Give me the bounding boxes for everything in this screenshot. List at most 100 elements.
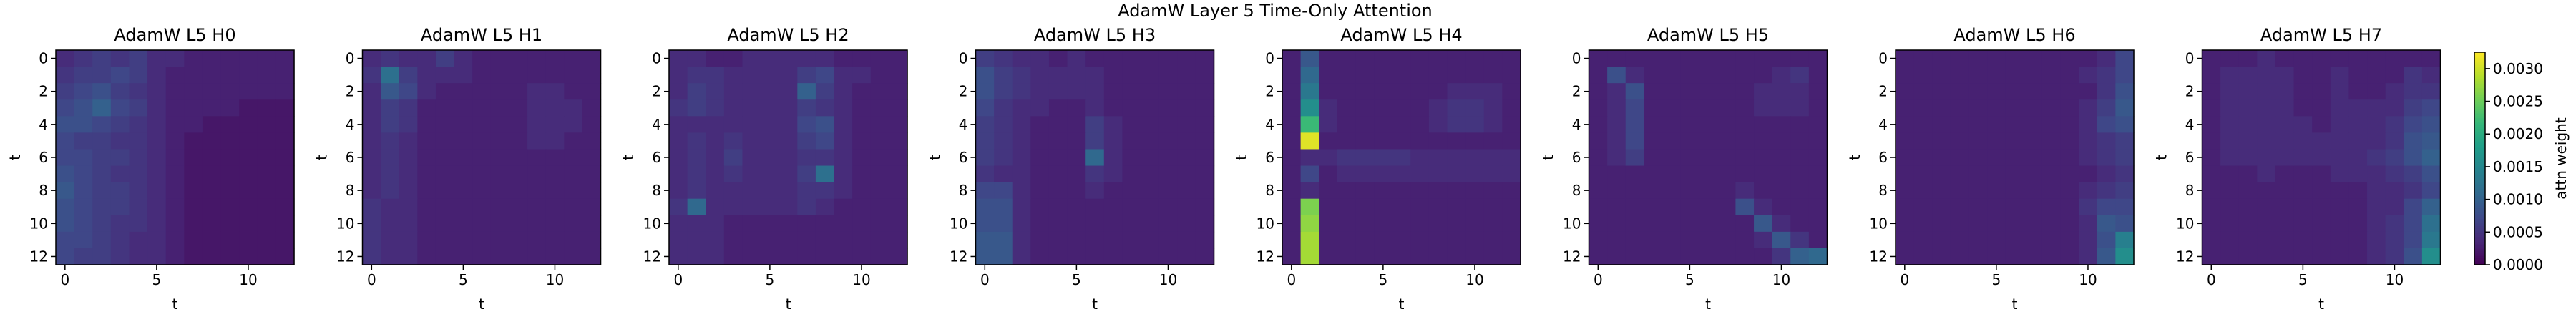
heatmap-cell: [834, 67, 853, 84]
x-tick-label: 0: [673, 271, 683, 288]
heatmap-cell: [994, 83, 1013, 100]
heatmap-cell: [2257, 165, 2276, 183]
colorbar-segment: [2474, 66, 2485, 69]
heatmap-cell: [1644, 248, 1663, 265]
heatmap-cell: [2312, 231, 2331, 249]
heatmap-cell: [1896, 132, 1915, 150]
heatmap-cell: [202, 198, 222, 216]
heatmap-cell: [527, 99, 547, 117]
heatmap-cell: [1589, 165, 1608, 183]
heatmap-cell: [2079, 99, 2098, 117]
heatmap-cell: [454, 50, 473, 67]
heatmap-cell: [184, 83, 203, 100]
heatmap-cell: [852, 231, 872, 249]
heatmap-cell: [1447, 83, 1466, 100]
heatmap-cell: [2293, 165, 2313, 183]
heatmap-cell: [1772, 67, 1791, 84]
heatmap-cell: [1502, 83, 1521, 100]
heatmap-cell: [852, 198, 872, 216]
heatmap-cell: [1808, 83, 1828, 100]
heatmap-cell: [706, 50, 725, 67]
heatmap-cell: [2421, 165, 2441, 183]
heatmap-cell: [1754, 132, 1773, 150]
heatmap-cell: [1699, 132, 1718, 150]
heatmap-cell: [1141, 83, 1160, 100]
heatmap-cell: [761, 99, 780, 117]
heatmap-cell: [92, 132, 112, 150]
heatmap-cell: [2348, 99, 2368, 117]
heatmap-cell: [1699, 99, 1718, 117]
heatmap-cell: [1808, 99, 1828, 117]
heatmap-cell: [742, 182, 761, 200]
heatmap-cell: [1717, 248, 1737, 265]
colorbar-segment: [2474, 261, 2485, 264]
heatmap-cell: [975, 215, 995, 233]
heatmap-cell: [1644, 215, 1663, 233]
heatmap-cell: [797, 83, 816, 100]
heatmap-cell: [1141, 149, 1160, 167]
heatmap-cell: [1913, 99, 1933, 117]
heatmap-cell: [1735, 165, 1755, 183]
heatmap-cell: [1012, 83, 1031, 100]
heatmap-cell: [2404, 99, 2423, 117]
heatmap-cell: [2005, 215, 2024, 233]
heatmap-cell: [889, 67, 908, 84]
heatmap-cell: [2220, 149, 2240, 167]
heatmap-cell: [1392, 67, 1411, 84]
heatmap-cell: [1465, 50, 1485, 67]
heatmap-cell: [706, 149, 725, 167]
heatmap-cell: [1772, 116, 1791, 133]
heatmap-cell: [1465, 83, 1485, 100]
heatmap-cell: [92, 149, 112, 167]
heatmap-cell: [834, 149, 853, 167]
heatmap-cell: [1012, 182, 1031, 200]
y-tick-label: 6: [1878, 149, 1888, 166]
colorbar-segment: [2474, 238, 2485, 240]
heatmap-cell: [1158, 132, 1178, 150]
heatmap-cell: [2293, 248, 2313, 265]
heatmap-cell: [1319, 50, 1338, 67]
heatmap-cell: [74, 215, 93, 233]
heatmap-cell: [1158, 50, 1178, 67]
heatmap-cell: [275, 149, 295, 167]
heatmap-cell: [1950, 83, 1970, 100]
heatmap-cell: [129, 198, 148, 216]
heatmap-cell: [2024, 149, 2043, 167]
heatmap-cell: [1790, 116, 1810, 133]
heatmap-cell: [1896, 50, 1915, 67]
heatmap-cell: [742, 231, 761, 249]
heatmap-cell: [129, 67, 148, 84]
heatmap-cell: [1392, 198, 1411, 216]
heatmap-cell: [852, 165, 872, 183]
heatmap-cell: [275, 50, 295, 67]
heatmap-cell: [1754, 67, 1773, 84]
heatmap-cell: [2257, 215, 2276, 233]
heatmap-cell: [1717, 231, 1737, 249]
y-tick-label: 0: [1572, 50, 1581, 67]
heatmap-cell: [2330, 165, 2350, 183]
heatmap-cell: [2257, 67, 2276, 84]
heatmap-cell: [1662, 215, 1682, 233]
heatmap-cell: [1141, 99, 1160, 117]
heatmap-cell: [2312, 83, 2331, 100]
heatmap-cell: [2005, 67, 2024, 84]
heatmap-cell: [239, 99, 258, 117]
heatmap-cell: [1030, 99, 1050, 117]
colorbar-segment: [2474, 158, 2485, 161]
y-tick-label: 12: [1870, 248, 1888, 265]
heatmap-cell: [2202, 231, 2221, 249]
heatmap-cell: [1717, 182, 1737, 200]
heatmap-cell: [257, 116, 276, 133]
heatmap-cell: [1122, 83, 1141, 100]
heatmap-cell: [1589, 67, 1608, 84]
heatmap-cell: [56, 182, 75, 200]
heatmap-cell: [2275, 215, 2295, 233]
colorbar-segment: [2474, 204, 2485, 207]
heatmap-cell: [257, 182, 276, 200]
heatmap-cell: [472, 116, 492, 133]
heatmap-cell: [1913, 50, 1933, 67]
heatmap-cell: [1337, 182, 1357, 200]
heatmap-cell: [1465, 67, 1485, 84]
heatmap-cell: [2097, 215, 2116, 233]
y-tick-label: 2: [959, 83, 968, 100]
